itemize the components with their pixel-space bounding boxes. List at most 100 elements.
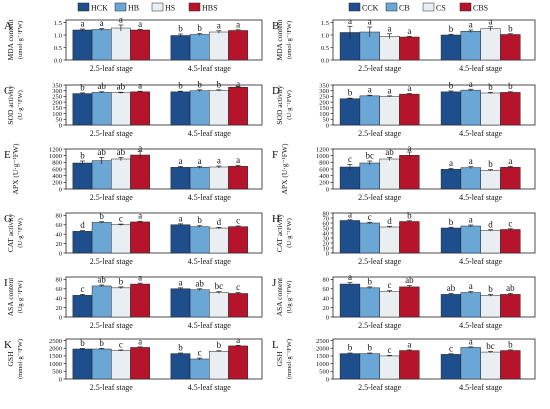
bar-hck <box>170 35 191 61</box>
panel-letter: K <box>4 339 12 351</box>
bar-hb <box>189 289 210 318</box>
bar-hbs <box>228 293 248 318</box>
y-tick-label: 350 <box>52 82 62 89</box>
y-tick-label: 400 <box>52 173 62 180</box>
significance-letter: b <box>197 79 202 89</box>
significance-letter: a <box>508 156 512 166</box>
bar-hb <box>189 90 210 126</box>
panel-letter: I <box>4 277 8 289</box>
bar-cbs <box>399 221 420 254</box>
y-tick-label: 1200 <box>49 146 62 153</box>
y-tick-label: 40 <box>56 231 63 238</box>
y-axis-title: GSH <box>6 351 15 367</box>
group-label: 2.5-leaf stage <box>358 383 402 392</box>
y-axis-title: GSH <box>275 351 284 367</box>
legend-swatch <box>77 2 90 12</box>
group-label: 4.5-leaf stage <box>459 383 503 392</box>
bar-hb <box>91 29 112 61</box>
y-tick-label: 0 <box>326 376 329 383</box>
y-tick-label: 40 <box>323 295 330 302</box>
group-label: 2.5-leaf stage <box>90 321 134 330</box>
significance-letter: ab <box>97 81 106 91</box>
y-tick-label: 1.5 <box>321 20 329 27</box>
bar-cs <box>379 158 400 190</box>
significance-letter: b <box>449 217 454 227</box>
legend-swatch <box>348 2 361 12</box>
bar-hck <box>72 295 93 318</box>
significance-letter: a <box>407 26 411 36</box>
bar-hck <box>170 167 191 190</box>
y-axis-title: APX (U·g⁻¹FW) <box>280 143 289 194</box>
significance-letter: ab <box>405 275 414 285</box>
panel-letter: A <box>4 20 12 32</box>
y-tick-label: 1000 <box>316 361 329 368</box>
bar-hbs <box>130 154 150 190</box>
significance-letter: b <box>508 81 513 91</box>
bar-hbs <box>228 345 248 380</box>
plot-frame <box>332 276 536 318</box>
group-label: 2.5-leaf stage <box>90 129 134 138</box>
y-tick-label: 600 <box>52 166 62 173</box>
legend-swatch <box>114 2 127 12</box>
y-axis-unit: (U·g⁻¹FW) <box>17 90 24 120</box>
bar-hb <box>189 167 210 190</box>
y-tick-label: 60 <box>323 220 330 227</box>
significance-letter: d <box>80 220 85 230</box>
bar-cbs <box>500 34 521 61</box>
bar-cbs <box>399 155 420 190</box>
bar-cb <box>359 353 380 380</box>
significance-letter: a <box>217 156 221 166</box>
panel-letter: F <box>272 149 278 161</box>
bar-cck <box>440 294 462 318</box>
y-axis-title: ASA content <box>275 277 284 316</box>
legend-label: HBS <box>202 4 218 13</box>
significance-letter: a <box>138 273 142 283</box>
y-axis-title: MDA content <box>275 19 284 61</box>
significance-letter: a <box>80 19 84 29</box>
bar-hbs <box>228 30 248 61</box>
y-tick-label: 50 <box>323 117 330 124</box>
bar-hb <box>91 160 112 190</box>
y-tick-label: 70 <box>323 215 330 222</box>
bar-hs <box>111 92 131 126</box>
bar-hbs <box>130 91 150 126</box>
y-tick-label: 0 <box>326 250 329 257</box>
bar-cb <box>359 95 380 126</box>
y-tick-label: 1.0 <box>54 32 62 39</box>
bar-cb <box>460 31 481 61</box>
y-tick-label: 40 <box>323 230 330 237</box>
significance-letter: bc <box>486 341 495 351</box>
bar-hbs <box>228 166 248 190</box>
significance-letter: a <box>388 85 392 95</box>
plot-frame <box>65 276 263 318</box>
y-tick-label: 500 <box>52 369 62 376</box>
y-tick-label: 350 <box>319 82 329 89</box>
bar-hs <box>209 166 229 190</box>
significance-letter: ab <box>385 147 394 157</box>
bar-cck <box>440 169 462 190</box>
bar-cck <box>339 166 361 190</box>
panel-letter: E <box>4 149 11 161</box>
significance-letter: a <box>469 156 473 166</box>
y-tick-label: 1000 <box>49 361 62 368</box>
bar-cbs <box>399 286 420 318</box>
significance-letter: c <box>388 345 392 355</box>
y-tick-label: 20 <box>56 241 63 248</box>
bar-hck <box>72 348 93 380</box>
bar-cbs <box>399 36 420 61</box>
bar-hs <box>209 351 229 380</box>
bar-hbs <box>228 226 248 254</box>
legend-label: CCK <box>362 4 379 13</box>
significance-letter: a <box>469 20 473 30</box>
bar-hbs <box>130 347 150 380</box>
y-tick-label: 60 <box>323 286 330 293</box>
y-axis-title: SOD activity <box>275 85 284 125</box>
y-axis-unit: (mmol·g⁻¹FW) <box>17 339 24 379</box>
bar-hs <box>209 31 229 61</box>
group-label: 2.5-leaf stage <box>358 64 402 73</box>
significance-letter: c <box>80 284 84 294</box>
significance-letter: b <box>449 24 454 34</box>
